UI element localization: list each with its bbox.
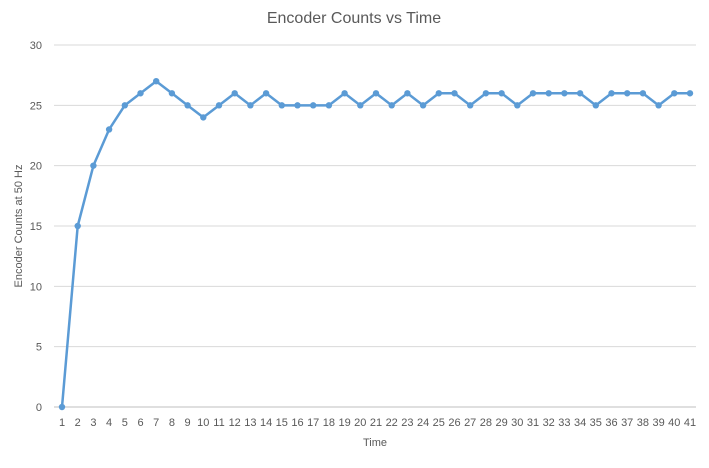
x-tick-label: 28 [480,417,492,429]
data-point [215,102,223,109]
y-tick-label: 25 [30,100,42,112]
x-tick-label: 1 [59,417,65,429]
data-point [467,102,474,109]
data-point [404,90,411,97]
x-axis-label: Time [363,437,387,449]
data-point [278,102,285,109]
x-tick-label: 3 [90,417,96,429]
x-tick-label: 27 [464,417,476,429]
y-tick-labels: 0 5 10 15 20 25 30 [30,40,42,414]
data-point [90,162,97,169]
data-point [576,90,584,97]
data-point [639,90,647,97]
x-tick-label: 35 [590,417,602,429]
data-point [608,90,615,97]
data-point [247,102,254,109]
data-point [341,90,348,97]
x-tick-label: 34 [574,417,586,429]
data-point [592,102,599,109]
series [58,78,694,411]
y-tick-label: 20 [30,161,42,173]
x-tick-label: 10 [197,417,209,429]
data-point [310,102,317,109]
x-tick-label: 14 [260,417,272,429]
data-point [655,102,662,109]
y-tick-label: 30 [30,40,42,52]
x-tick-label: 15 [276,417,288,429]
x-tick-label: 5 [122,417,128,429]
x-tick-label: 8 [169,417,175,429]
data-point [357,102,364,109]
data-point [137,90,144,97]
x-tick-label: 32 [543,417,555,429]
x-tick-label: 39 [652,417,664,429]
x-tick-label: 33 [558,417,570,429]
data-point [121,102,128,109]
data-point [529,90,537,97]
series-line [60,79,692,409]
data-point [686,90,694,97]
data-point [545,90,552,97]
chart-title: Encoder Counts vs Time [267,10,441,27]
data-point [435,90,442,97]
data-point [372,90,380,97]
x-tick-label: 19 [338,417,350,429]
x-tick-label: 11 [213,417,224,429]
x-tick-label: 38 [637,417,649,429]
x-tick-label: 7 [153,417,159,429]
y-axis-label: Encoder Counts at 50 Hz [13,165,25,288]
data-point [58,403,66,411]
x-tick-label: 22 [386,417,398,429]
grid-lines [54,44,696,348]
data-point [231,90,238,97]
data-point [451,90,458,97]
x-tick-label: 20 [354,417,366,429]
y-tick-label: 10 [30,281,42,293]
x-tick-label: 6 [137,417,143,429]
x-tick-label: 13 [244,417,256,429]
x-tick-label: 4 [106,417,112,429]
x-tick-label: 12 [229,417,241,429]
data-point [482,90,490,97]
x-tick-label: 9 [185,417,191,429]
data-point [168,90,176,97]
x-tick-label: 21 [370,417,382,429]
x-tick-label: 37 [621,417,633,429]
y-tick-label: 5 [36,342,42,354]
data-point [419,102,427,109]
data-point [262,90,270,97]
x-tick-label: 31 [527,417,539,429]
data-point [74,222,81,230]
data-point [200,114,207,121]
data-point [624,90,631,97]
data-point [498,90,505,97]
data-point [561,90,568,97]
y-tick-label: 15 [30,221,42,233]
x-tick-label: 18 [323,417,335,429]
data-point [514,102,521,109]
data-point [671,90,678,97]
data-point [388,102,395,109]
x-tick-label: 36 [605,417,617,429]
x-tick-label: 24 [417,417,429,429]
y-tick-label: 0 [36,402,42,414]
data-point [153,78,160,85]
x-tick-label: 29 [495,417,507,429]
x-tick-label: 30 [511,417,523,429]
data-point [294,102,301,109]
x-tick-label: 23 [401,417,413,429]
x-tick-labels: 1 2 3 4 5 6 7 8 9 10 11 12 13 14 15 16 17 18 19 20 21 22 23 24 2… [59,417,696,429]
x-tick-label: 25 [433,417,445,429]
x-tick-label: 26 [448,417,460,429]
data-point [325,102,333,109]
x-tick-label: 17 [307,417,319,429]
data-point [184,102,191,109]
data-point [105,126,113,133]
x-tick-label: 41 [684,417,696,429]
x-tick-label: 16 [291,417,303,429]
x-tick-label: 2 [75,417,81,429]
x-tick-label: 40 [668,417,680,429]
